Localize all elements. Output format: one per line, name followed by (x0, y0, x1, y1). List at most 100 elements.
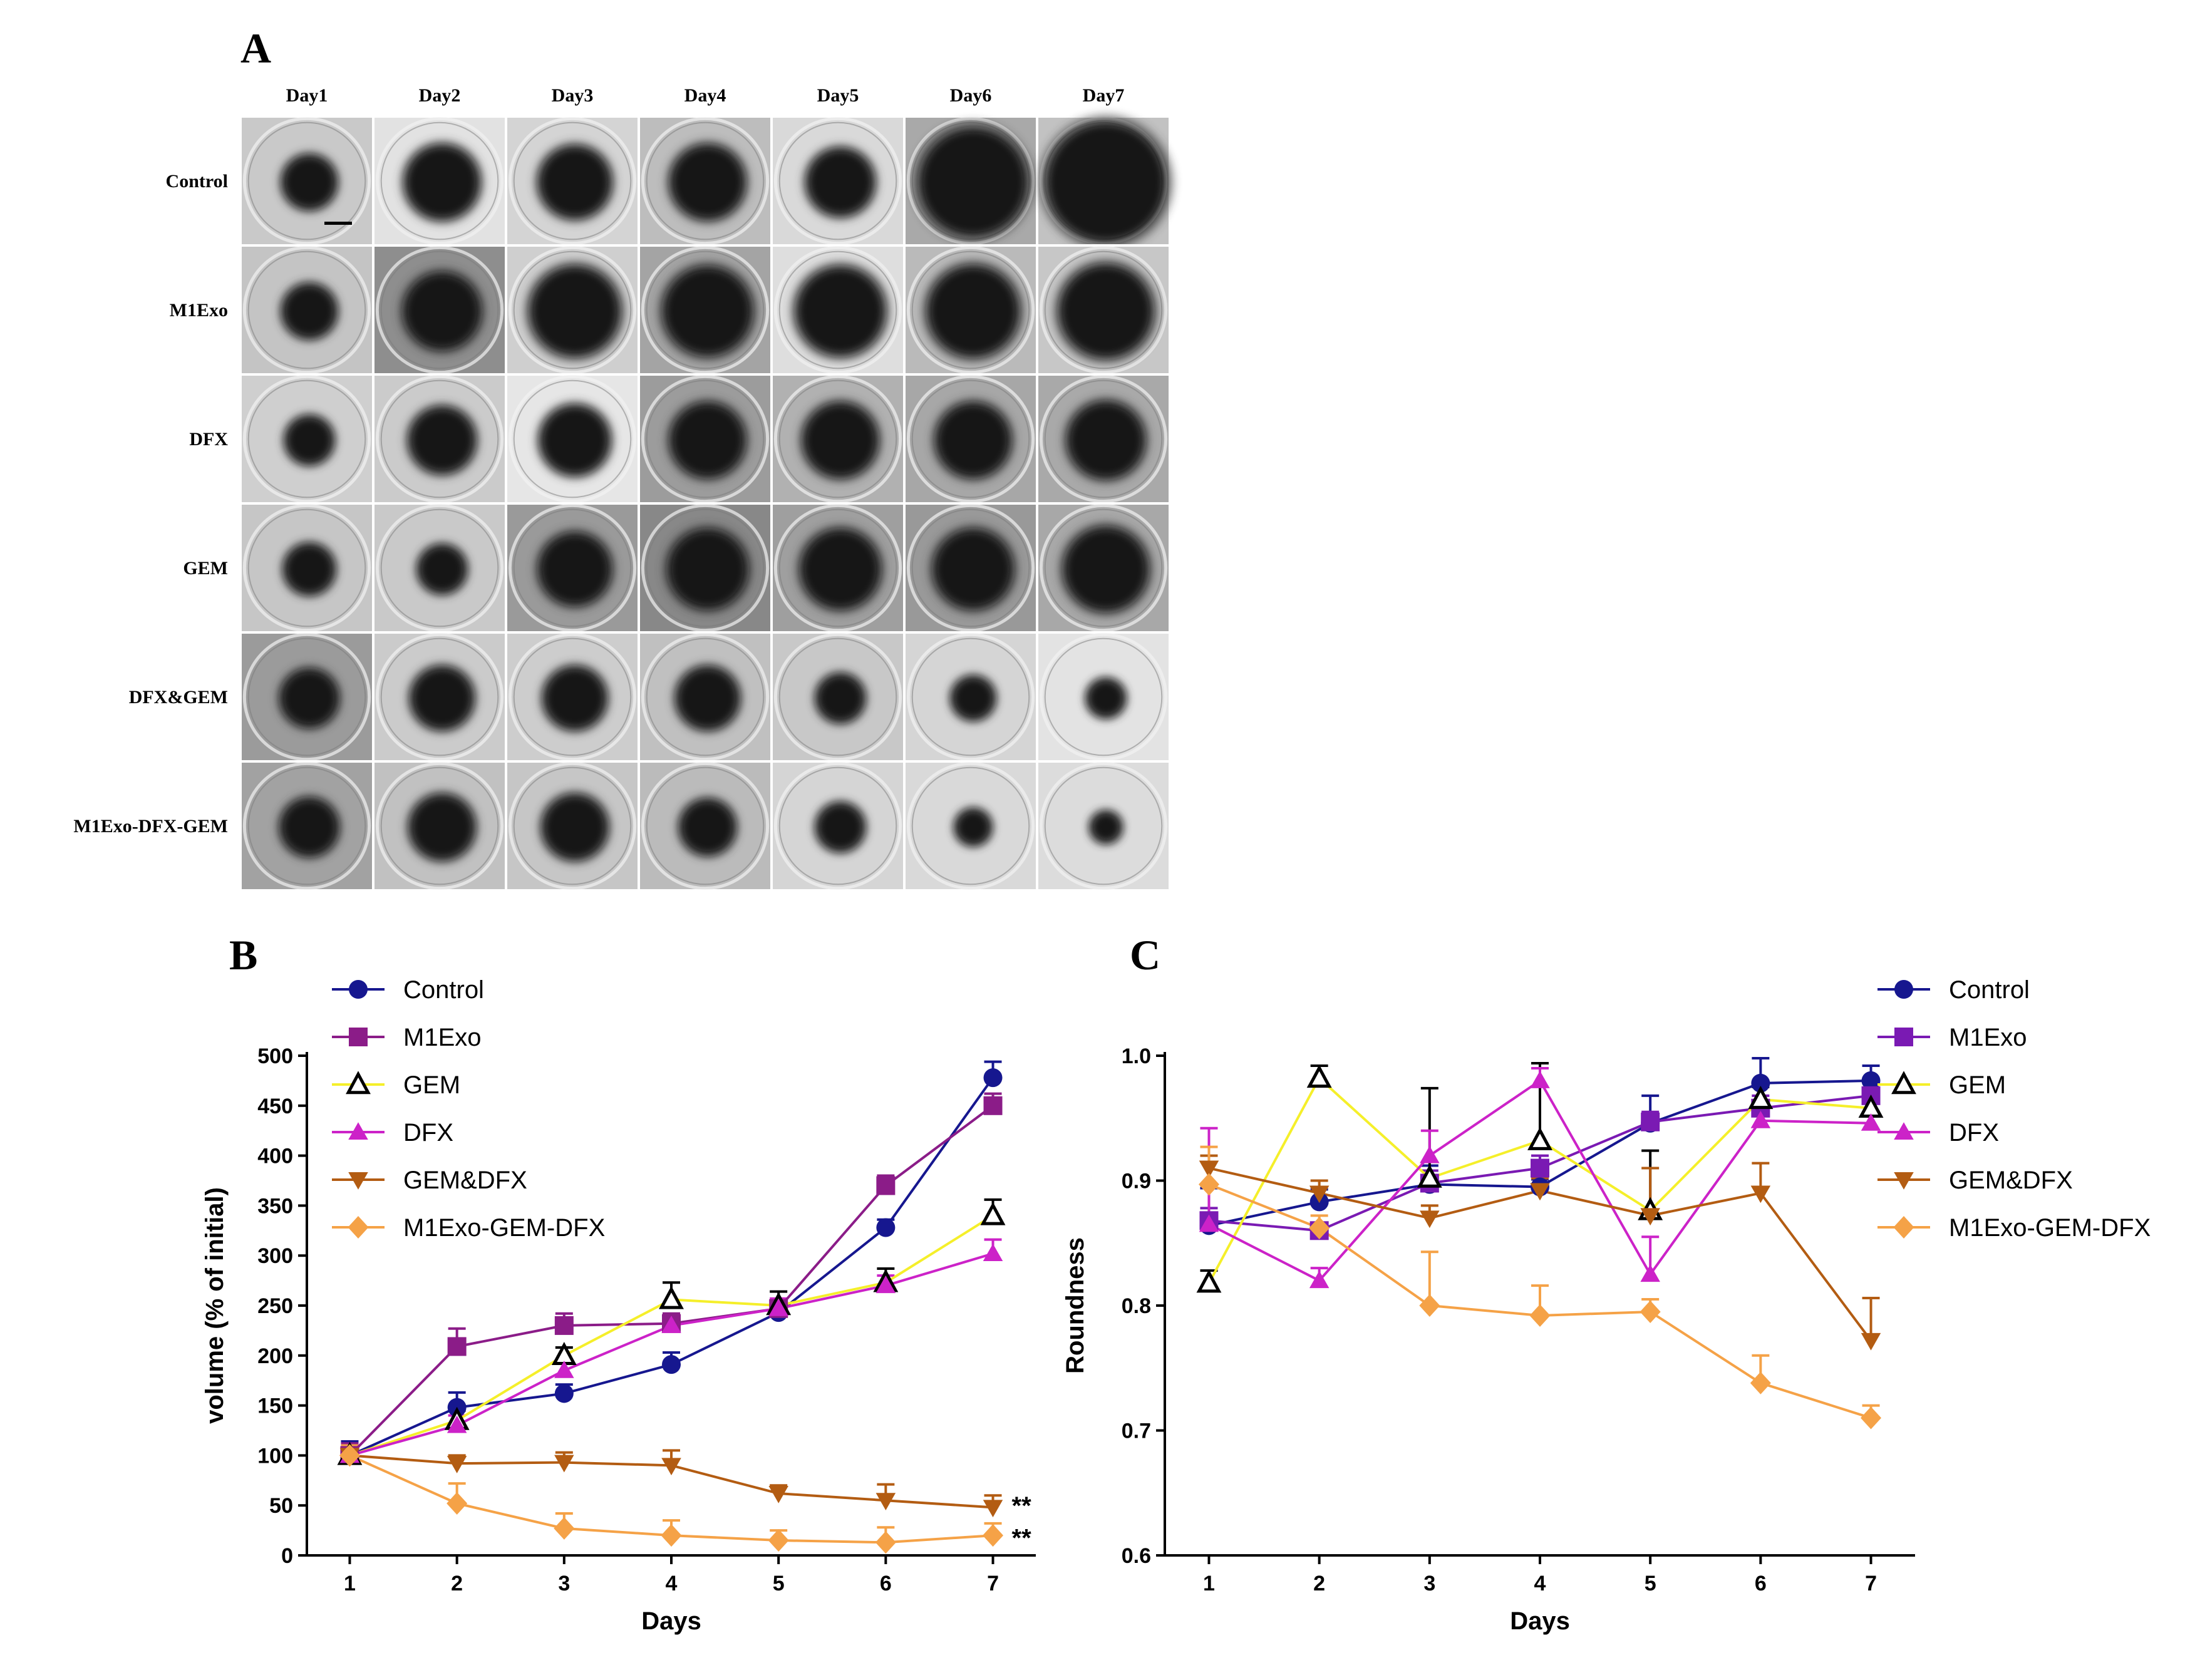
data-point-dfx-day2 (447, 1415, 467, 1433)
x-tick-label: 3 (558, 1572, 570, 1595)
day-header-4: Day4 (684, 85, 726, 106)
data-point-m1exo-gem-dfx-day5 (768, 1529, 789, 1552)
legend-label-gem-dfx: GEM&DFX (1949, 1167, 2073, 1194)
data-point-dfx-day3 (1420, 1145, 1440, 1163)
data-point-m1exo-gem-dfx-day2 (1309, 1217, 1330, 1240)
data-point-control-day4 (662, 1355, 681, 1374)
y-tick-label: 0 (281, 1544, 293, 1568)
data-point-m1exo-gem-dfx-day7 (983, 1524, 1004, 1547)
y-tick-label: 0.8 (1122, 1294, 1151, 1318)
spheroid-image-m1exo-dfx-gem-day7 (1036, 760, 1171, 892)
data-point-gem-dfx-day3 (1420, 1210, 1440, 1229)
spheroid-image-grid (239, 115, 1174, 892)
spheroid-image-dfx-gem-day1 (239, 631, 374, 763)
spheroid-image-m1exo-day1 (239, 244, 374, 376)
data-point-dfx-day5 (1640, 1264, 1660, 1282)
legend-marker-control (1894, 980, 1913, 999)
legend-label-m1exo: M1Exo (403, 1024, 482, 1051)
legend-item-m1exo: M1Exo (1877, 1024, 2027, 1051)
data-point-dfx-day7 (983, 1244, 1003, 1262)
data-point-m1exo-day5 (1641, 1112, 1660, 1131)
panel-c-label: C (1130, 931, 1160, 979)
data-point-m1exo-day4 (1531, 1158, 1549, 1178)
legend-marker-gem-dfx (348, 1172, 368, 1190)
data-point-m1exo-gem-dfx-day2 (447, 1492, 468, 1515)
data-point-gem-day1 (1196, 1269, 1222, 1293)
x-axis-title: Days (641, 1607, 701, 1635)
x-tick-label: 6 (1755, 1572, 1767, 1595)
spheroid-image-m1exo-dfx-gem-day2 (372, 760, 507, 892)
legend-label-control: Control (1949, 976, 2030, 1004)
spheroid-image-dfx-day3 (505, 373, 640, 505)
spheroid-image-dfx-gem-day7 (1036, 631, 1171, 763)
y-tick-label: 300 (257, 1244, 293, 1268)
day-header-5: Day5 (817, 85, 859, 106)
group-label-m1exo-dfx-gem: M1Exo-DFX-GEM (73, 816, 228, 837)
data-point-gem-dfx-day5 (768, 1486, 788, 1503)
data-point-gem-dfx-day4 (661, 1458, 681, 1476)
legend-marker-gem (1891, 1071, 1916, 1095)
spheroid-image-m1exo-dfx-gem-day6 (903, 760, 1038, 892)
spheroid-image-dfx-day6 (903, 373, 1038, 505)
data-point-control-day7 (1861, 1071, 1881, 1090)
spheroid-image-dfx-gem-day2 (372, 631, 507, 763)
y-tick-label: 0.6 (1122, 1544, 1151, 1568)
legend-item-gem-dfx: GEM&DFX (332, 1167, 527, 1194)
spheroid-image-m1exo-day3 (505, 244, 640, 376)
roundness-chart: 0.6 0.7 0.8 0.9 1.0 1 2 3 4 5 6 7 Days Roundness Contr… (1061, 976, 2151, 1635)
x-tick-label: 2 (1313, 1572, 1325, 1595)
spheroid-image-m1exo-day5 (770, 244, 906, 376)
y-tick-label: 100 (257, 1444, 293, 1468)
data-point-gem-dfx-day1 (1199, 1160, 1219, 1178)
data-point-dfx-day5 (768, 1299, 788, 1316)
legend-item-dfx: DFX (332, 1119, 453, 1147)
x-tick-label: 5 (1645, 1572, 1656, 1595)
spheroid-image-gem-day6 (903, 502, 1038, 634)
data-point-control-day7 (983, 1068, 1003, 1088)
x-tick-label: 1 (344, 1572, 356, 1595)
y-tick-label: 0.9 (1122, 1170, 1151, 1193)
group-label-dfx-gem: DFX&GEM (129, 687, 228, 708)
significance-mark: ** (1012, 1492, 1032, 1520)
legend-item-control: Control (332, 976, 484, 1004)
spheroid-image-m1exo-dfx-gem-day3 (505, 760, 640, 892)
x-tick-label: 4 (666, 1572, 678, 1595)
spheroid-image-control-day2 (372, 115, 507, 247)
legend-marker-m1exo-gem-dfx (1893, 1216, 1914, 1239)
volume-chart: 0 50 100 150 200 250 300 350 400 450 500 1 2 3 4 5 6 7 Day… (201, 976, 1036, 1635)
data-point-dfx-day7 (1861, 1113, 1881, 1131)
y-tick-label: 350 (257, 1194, 293, 1218)
data-point-control-day6 (1751, 1073, 1770, 1093)
data-point-m1exo-gem-dfx-day5 (1640, 1300, 1661, 1323)
y-axis-title: Roundness (1061, 1237, 1089, 1374)
legend-marker-gem-dfx (1894, 1172, 1914, 1190)
grid-group-labels: Control M1Exo DFX GEM DFX&GEM M1Exo-DFX-GEM (73, 171, 228, 837)
data-point-m1exo-day7 (983, 1096, 1003, 1115)
spheroid-image-m1exo-day7 (1036, 244, 1171, 376)
spheroid-image-dfx-day5 (770, 373, 906, 505)
spheroid-image-gem-day7 (1036, 502, 1171, 634)
data-point-dfx-day6 (1750, 1110, 1771, 1128)
spheroid-image-dfx-gem-day3 (505, 631, 640, 763)
y-tick-label: 250 (257, 1294, 293, 1318)
data-point-m1exo-gem-dfx-day4 (661, 1524, 682, 1547)
y-tick-label: 50 (269, 1494, 293, 1518)
data-point-dfx-day1 (1199, 1214, 1219, 1232)
spheroid-image-control-day1 (239, 115, 374, 247)
day-header-3: Day3 (552, 85, 594, 106)
y-tick-label: 450 (257, 1095, 293, 1118)
panel-b-label: B (229, 931, 257, 979)
x-tick-label: 2 (451, 1572, 463, 1595)
y-tick-label: 1.0 (1122, 1044, 1151, 1068)
legend-marker-gem (346, 1071, 371, 1095)
y-tick-label: 200 (257, 1344, 293, 1368)
day-header-1: Day1 (286, 85, 328, 106)
legend-marker-m1exo-gem-dfx (348, 1216, 369, 1239)
y-tick-label: 150 (257, 1394, 293, 1418)
spheroid-image-gem-day2 (372, 502, 507, 634)
x-tick-label: 4 (1534, 1572, 1546, 1595)
data-point-m1exo-gem-dfx-day1 (1198, 1173, 1219, 1196)
spheroid-image-m1exo-day4 (638, 244, 773, 376)
data-point-dfx-day6 (875, 1275, 896, 1294)
